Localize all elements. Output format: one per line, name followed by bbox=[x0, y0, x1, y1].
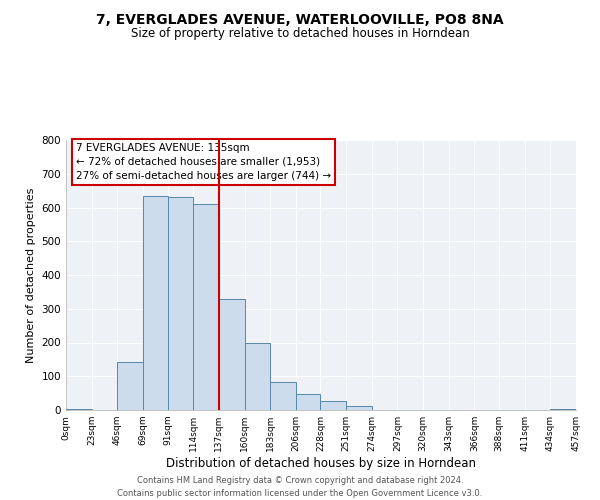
Bar bbox=[296, 394, 320, 410]
Bar bbox=[270, 382, 296, 410]
Text: 7, EVERGLADES AVENUE, WATERLOOVILLE, PO8 8NA: 7, EVERGLADES AVENUE, WATERLOOVILLE, PO8… bbox=[96, 12, 504, 26]
Y-axis label: Number of detached properties: Number of detached properties bbox=[26, 188, 36, 362]
Bar bbox=[167, 196, 193, 410]
Text: Contains HM Land Registry data © Crown copyright and database right 2024.
Contai: Contains HM Land Registry data © Crown c… bbox=[118, 476, 482, 498]
Bar bbox=[219, 298, 245, 410]
Bar bbox=[118, 362, 143, 410]
Bar bbox=[550, 408, 576, 410]
Text: Size of property relative to detached houses in Horndean: Size of property relative to detached ho… bbox=[131, 28, 469, 40]
Bar bbox=[193, 204, 219, 410]
Bar bbox=[143, 196, 167, 410]
Bar bbox=[320, 401, 346, 410]
X-axis label: Distribution of detached houses by size in Horndean: Distribution of detached houses by size … bbox=[166, 457, 476, 470]
Text: 7 EVERGLADES AVENUE: 135sqm
← 72% of detached houses are smaller (1,953)
27% of : 7 EVERGLADES AVENUE: 135sqm ← 72% of det… bbox=[76, 142, 331, 180]
Bar bbox=[245, 342, 270, 410]
Bar bbox=[346, 406, 372, 410]
